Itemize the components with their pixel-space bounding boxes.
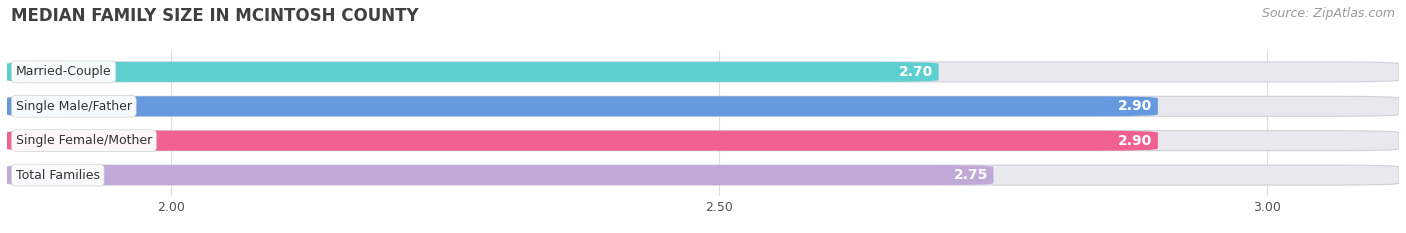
- FancyBboxPatch shape: [7, 62, 1399, 82]
- Text: 2.90: 2.90: [1118, 134, 1153, 148]
- Text: Total Families: Total Families: [15, 169, 100, 182]
- FancyBboxPatch shape: [7, 96, 1159, 116]
- FancyBboxPatch shape: [7, 96, 1399, 116]
- Text: 2.90: 2.90: [1118, 99, 1153, 113]
- FancyBboxPatch shape: [7, 165, 994, 185]
- FancyBboxPatch shape: [7, 62, 939, 82]
- Text: 2.70: 2.70: [898, 65, 934, 79]
- FancyBboxPatch shape: [7, 131, 1399, 151]
- Text: MEDIAN FAMILY SIZE IN MCINTOSH COUNTY: MEDIAN FAMILY SIZE IN MCINTOSH COUNTY: [11, 7, 419, 25]
- Text: Source: ZipAtlas.com: Source: ZipAtlas.com: [1261, 7, 1395, 20]
- FancyBboxPatch shape: [7, 165, 1399, 185]
- Text: Single Female/Mother: Single Female/Mother: [15, 134, 152, 147]
- Text: Married-Couple: Married-Couple: [15, 65, 111, 78]
- Text: 2.75: 2.75: [953, 168, 988, 182]
- FancyBboxPatch shape: [7, 131, 1159, 151]
- Text: Single Male/Father: Single Male/Father: [15, 100, 132, 113]
